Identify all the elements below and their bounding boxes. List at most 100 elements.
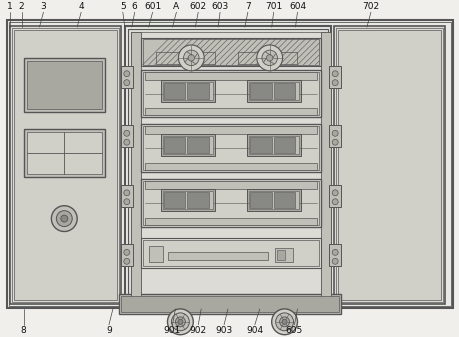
Bar: [274, 248, 292, 262]
Bar: [320, 32, 330, 298]
Bar: [10, 26, 121, 304]
Text: 602: 602: [189, 2, 207, 11]
Bar: [187, 192, 209, 208]
Bar: [160, 189, 215, 211]
Circle shape: [123, 130, 129, 136]
Bar: [9, 22, 450, 306]
Circle shape: [178, 45, 204, 71]
Bar: [237, 52, 297, 64]
Bar: [144, 163, 317, 170]
Text: 9: 9: [106, 326, 112, 335]
Bar: [273, 83, 295, 98]
Circle shape: [123, 249, 129, 255]
Bar: [273, 192, 295, 208]
Circle shape: [51, 206, 77, 232]
Bar: [142, 240, 319, 266]
Bar: [163, 83, 185, 98]
Bar: [333, 26, 444, 304]
Circle shape: [256, 45, 282, 71]
Bar: [329, 66, 341, 88]
Circle shape: [331, 71, 337, 77]
Bar: [144, 181, 317, 189]
Bar: [248, 82, 299, 99]
Text: 603: 603: [211, 2, 228, 11]
Bar: [246, 189, 301, 211]
Bar: [7, 20, 452, 308]
Bar: [163, 192, 185, 208]
Bar: [23, 129, 105, 177]
Circle shape: [183, 50, 199, 66]
Bar: [130, 32, 140, 298]
Text: 605: 605: [285, 326, 302, 335]
Bar: [142, 72, 319, 115]
Bar: [160, 80, 215, 101]
Bar: [337, 30, 440, 300]
Circle shape: [331, 130, 337, 136]
Bar: [144, 72, 317, 80]
Text: 601: 601: [144, 2, 161, 11]
Bar: [27, 61, 102, 110]
Circle shape: [123, 258, 129, 264]
Bar: [121, 125, 133, 147]
Text: 903: 903: [215, 326, 232, 335]
Bar: [140, 38, 320, 66]
Bar: [246, 134, 301, 156]
Text: 5: 5: [120, 2, 125, 11]
Bar: [163, 137, 185, 153]
Bar: [160, 134, 215, 156]
Circle shape: [61, 215, 67, 222]
Circle shape: [331, 139, 337, 145]
Bar: [121, 66, 133, 88]
Text: 4: 4: [78, 2, 84, 11]
Bar: [187, 83, 209, 98]
Text: 901: 901: [163, 326, 181, 335]
Text: 7: 7: [245, 2, 250, 11]
Circle shape: [123, 71, 129, 77]
Text: 702: 702: [362, 2, 379, 11]
Bar: [128, 29, 328, 301]
Bar: [144, 109, 317, 115]
Bar: [140, 179, 320, 226]
Bar: [187, 137, 209, 153]
Circle shape: [331, 80, 337, 86]
Bar: [249, 137, 271, 153]
Bar: [142, 126, 319, 170]
Circle shape: [331, 199, 337, 205]
Bar: [336, 28, 442, 302]
Bar: [140, 70, 320, 117]
Text: A: A: [173, 2, 179, 11]
Bar: [329, 125, 341, 147]
Circle shape: [331, 249, 337, 255]
Bar: [162, 82, 213, 99]
Circle shape: [171, 313, 189, 331]
Circle shape: [281, 319, 286, 324]
Circle shape: [123, 199, 129, 205]
Circle shape: [56, 211, 72, 226]
Bar: [142, 181, 319, 224]
Bar: [273, 137, 295, 153]
Text: 904: 904: [246, 326, 263, 335]
Circle shape: [167, 309, 193, 335]
Bar: [329, 244, 341, 266]
Text: 902: 902: [189, 326, 207, 335]
Circle shape: [178, 319, 183, 324]
Bar: [148, 246, 162, 262]
Bar: [249, 83, 271, 98]
Bar: [142, 39, 319, 65]
Bar: [121, 296, 338, 312]
Circle shape: [275, 313, 293, 331]
Circle shape: [123, 80, 129, 86]
Bar: [23, 58, 105, 113]
Bar: [118, 294, 341, 314]
Bar: [144, 218, 317, 224]
Bar: [27, 132, 102, 174]
Bar: [121, 244, 133, 266]
Bar: [249, 192, 271, 208]
Text: 6: 6: [132, 2, 137, 11]
Bar: [140, 239, 320, 268]
Bar: [121, 185, 133, 207]
Bar: [248, 136, 299, 154]
Text: 2: 2: [19, 2, 24, 11]
Circle shape: [175, 317, 185, 327]
Circle shape: [331, 258, 337, 264]
